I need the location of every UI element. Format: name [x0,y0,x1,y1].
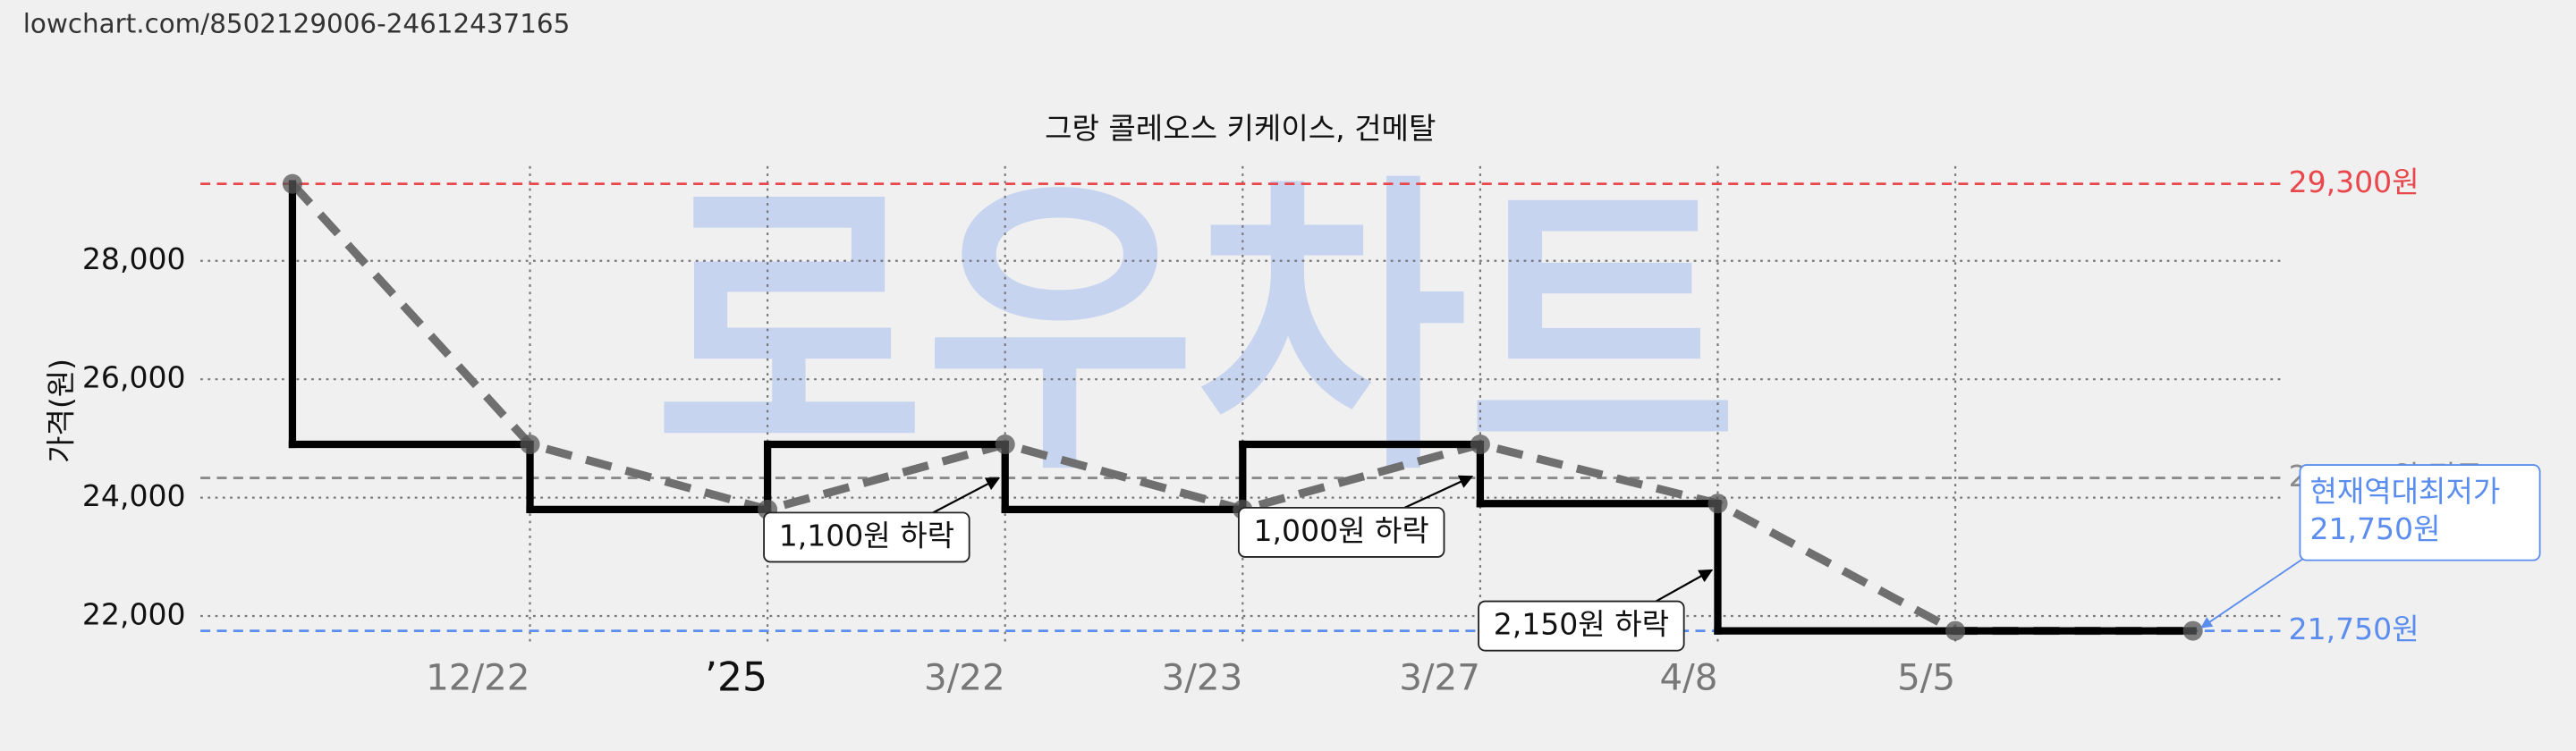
y-tick-label: 26,000 [82,360,186,395]
point [2182,620,2203,641]
annotation-text: 1,100원 하락 [779,518,954,553]
point [995,434,1015,455]
reference-label: 29,300원 [2289,165,2419,199]
x-tick-label: ’25 [705,655,767,701]
x-tick-label: 3/23 [1162,656,1243,699]
reference-label: 21,750원 [2289,612,2419,646]
callout-arrow [2200,558,2304,629]
point [1707,494,1728,514]
annotation-text: 2,150원 하락 [1494,607,1669,642]
y-tick-label: 24,000 [82,478,186,513]
point [1470,434,1490,455]
annotation-box [1237,506,1445,558]
point [520,434,540,455]
chart-title: 그랑 콜레오스 키케이스, 건메탈 [1045,111,1436,146]
annotation-arrow [1403,475,1474,509]
watermark: 로우차트 [654,150,1738,513]
x-tick-label: 4/8 [1659,656,1717,699]
annotation-arrow [932,477,1001,514]
callout-box [2299,464,2541,561]
callout-text: 21,750원 [2309,511,2440,546]
callout-text: 현재역대최저가 [2309,474,2500,509]
annotation-box [763,511,970,563]
y-axis-label: 가격(원) [43,359,78,463]
annotation-arrow [1655,569,1714,603]
x-tick-label: 5/5 [1897,656,1955,699]
x-tick-label: 3/22 [924,656,1005,699]
point [282,173,302,194]
url: lowchart.com/8502129006-24612437165 [23,8,571,38]
point [1945,620,1966,641]
x-tick-label: 12/22 [426,656,530,699]
y-tick-label: 22,000 [82,597,186,632]
y-tick-label: 28,000 [82,241,186,276]
annotation-text: 1,000원 하락 [1254,513,1429,548]
annotation-box [1478,600,1685,652]
x-tick-label: 3/27 [1399,656,1480,699]
